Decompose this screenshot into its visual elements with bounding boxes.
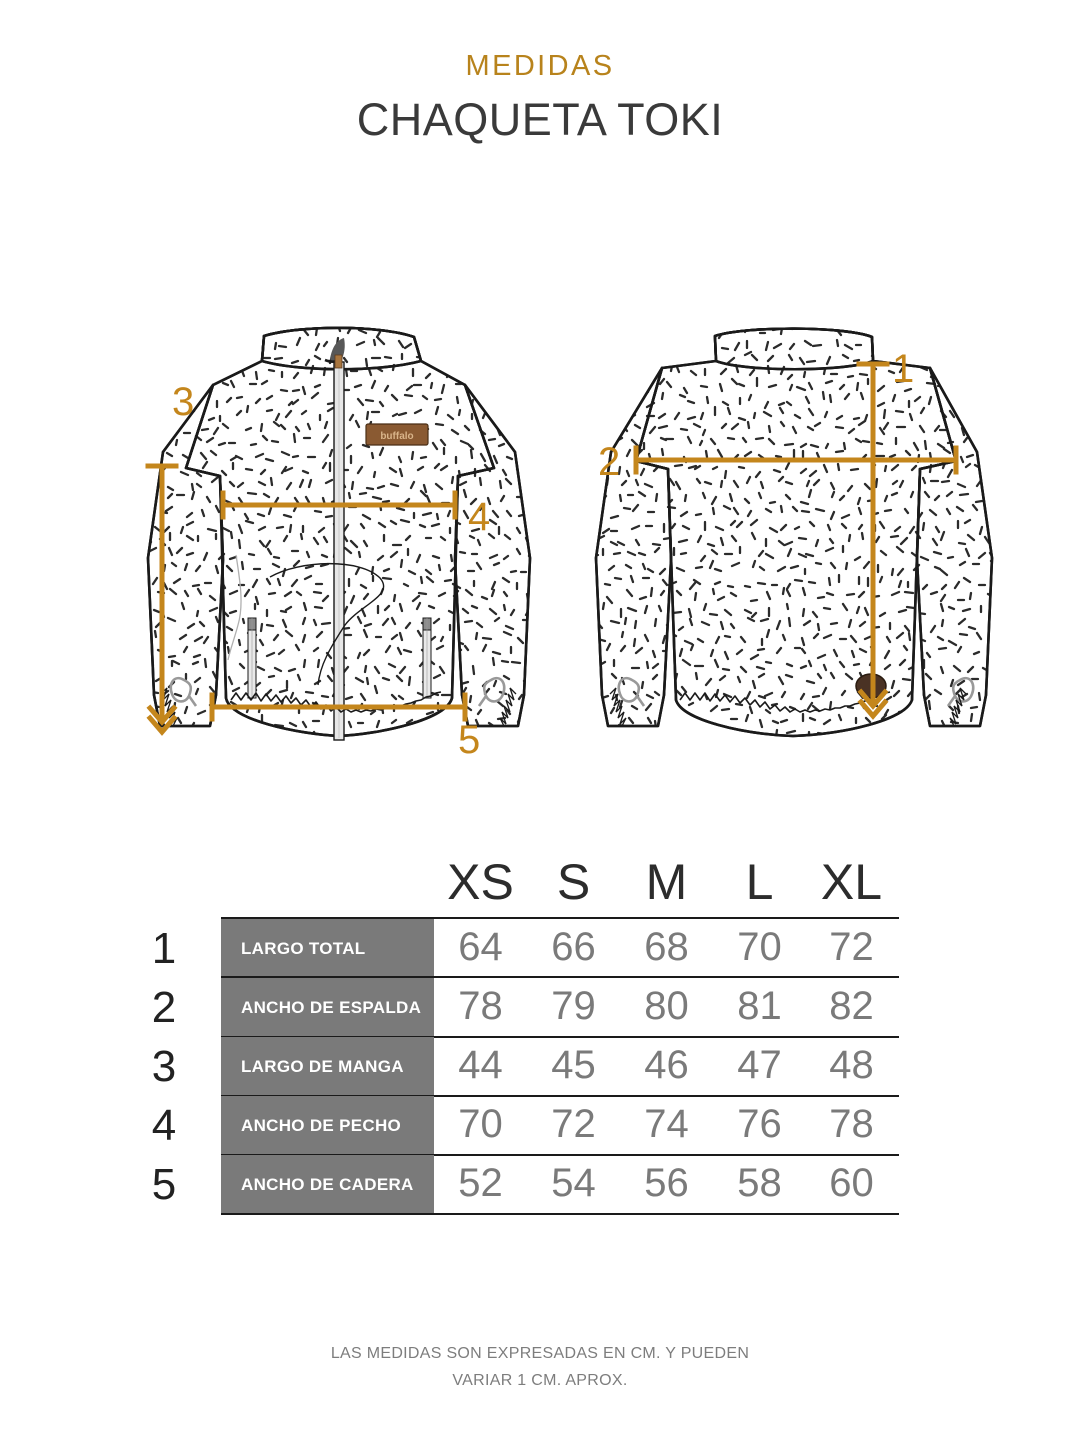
svg-text:1: 1	[892, 347, 914, 391]
svg-text:2: 2	[598, 440, 620, 484]
svg-text:buffalo: buffalo	[380, 431, 413, 442]
svg-text:5: 5	[458, 718, 480, 762]
svg-text:3: 3	[172, 380, 194, 424]
svg-text:4: 4	[468, 495, 490, 539]
